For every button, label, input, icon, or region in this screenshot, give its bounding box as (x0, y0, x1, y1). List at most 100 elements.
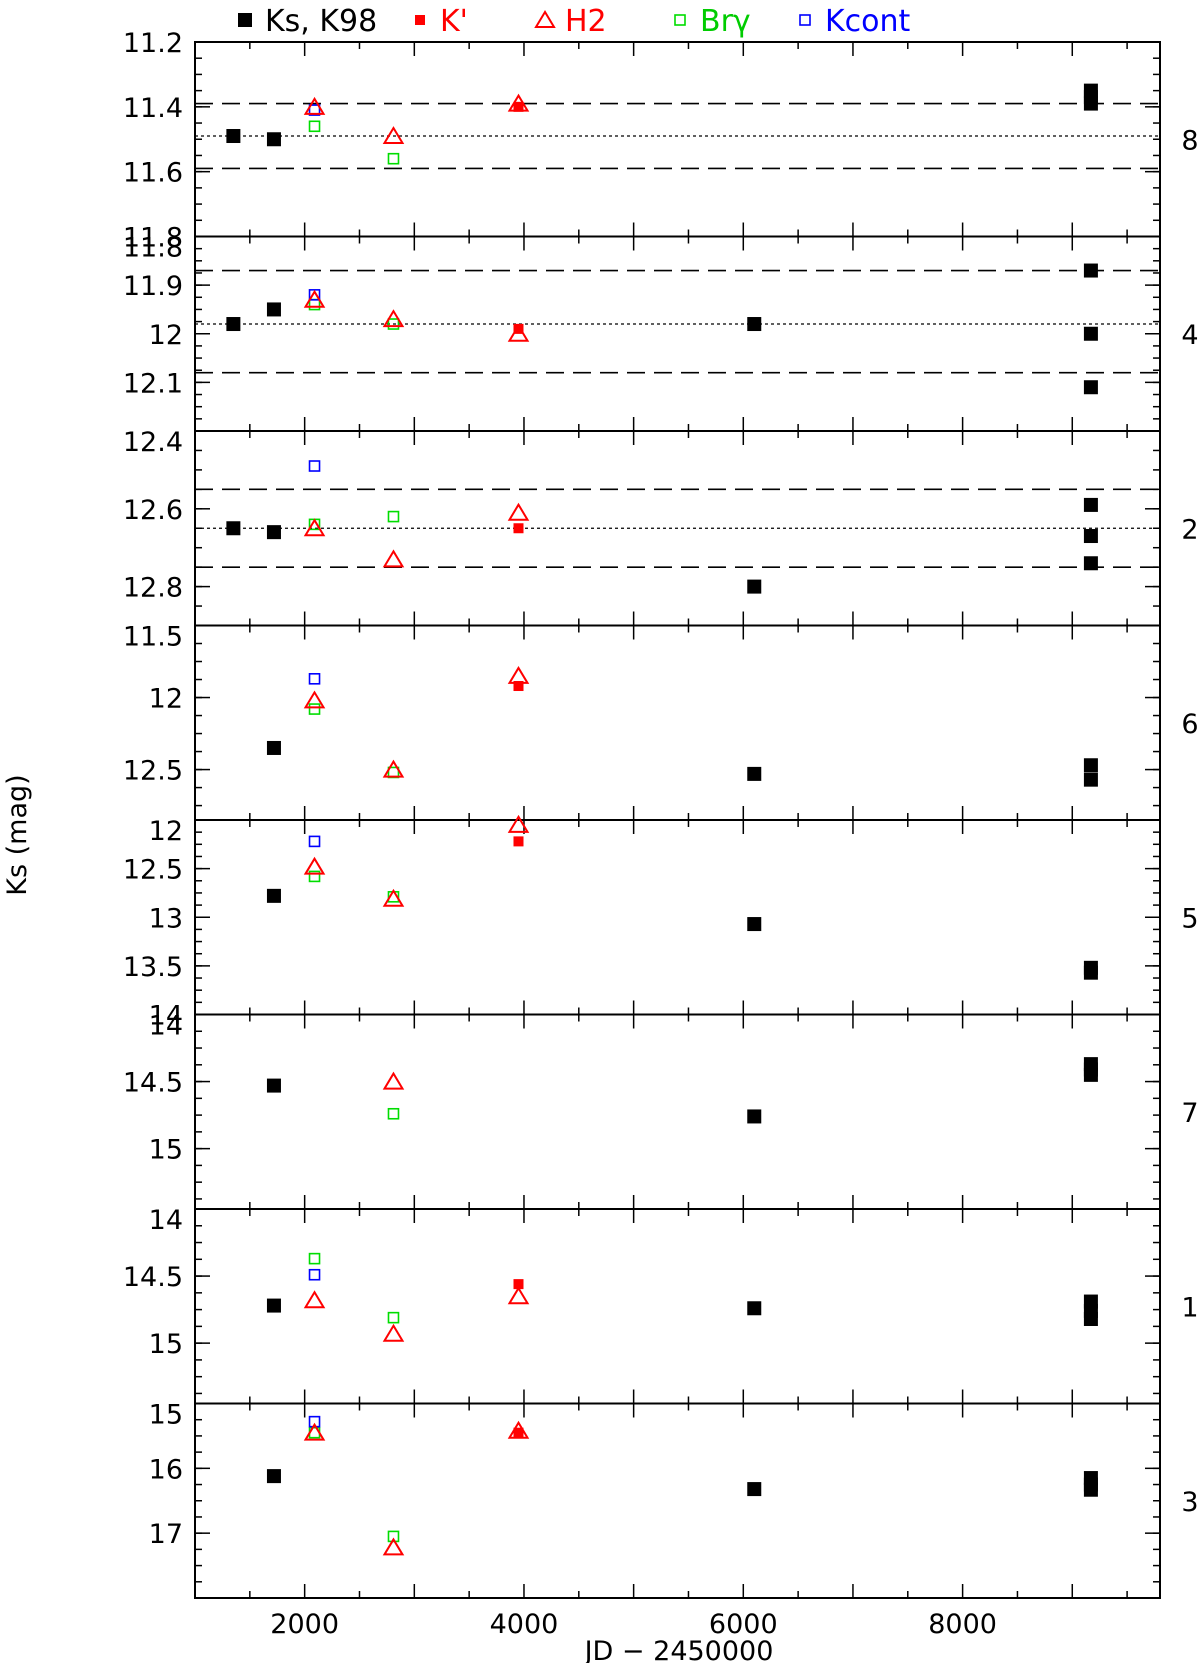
panel-6: 11.5 12 12.5 6 (123, 622, 1199, 821)
data-point-h2 (382, 1323, 405, 1342)
legend-marker-kcont (799, 14, 811, 26)
x-tick-label: 6000 (709, 1609, 778, 1640)
y-tick-label: 14 (149, 1001, 183, 1032)
data-point-brg (387, 1107, 400, 1120)
data-point-ks (1083, 263, 1098, 278)
data-point-kprime (513, 1279, 524, 1290)
panel-5: 12 12.5 13 13.5 14 5 (123, 814, 1199, 1032)
y-tick-label: 17 (149, 1519, 183, 1550)
y-tick-label: 14 (149, 1205, 183, 1236)
data-point-ks (1083, 380, 1098, 395)
data-point-h2 (382, 1071, 405, 1090)
data-point-ks (266, 1078, 281, 1093)
y-tick-label: 15 (149, 1135, 183, 1166)
data-point-brg (387, 152, 400, 165)
panel-frame (194, 1402, 1161, 1599)
y-tick-label: 11.8 (123, 223, 183, 254)
data-point-h2 (507, 93, 530, 112)
data-point-kprime (513, 101, 524, 112)
data-point-ks (1083, 758, 1098, 773)
panel-label: 4 (1181, 320, 1198, 351)
data-point-h2 (303, 1290, 326, 1309)
legend-marker-h2 (534, 10, 556, 28)
y-tick-label: 14.5 (123, 1262, 183, 1293)
panel-frame (194, 819, 1161, 1016)
panels: 11.211.411.611.8811.811.91212.1412.412.6… (123, 28, 1199, 1640)
data-point-ks (747, 579, 762, 594)
data-point-ks (1083, 326, 1098, 341)
y-tick-label: 11.2 (123, 28, 183, 59)
data-point-h2 (303, 289, 326, 308)
data-point-ks (1083, 965, 1098, 980)
panel-label: 5 (1181, 903, 1198, 934)
data-point-ks (747, 1482, 762, 1497)
legend-marker-ks (238, 13, 252, 27)
legend-label-kprime: K' (440, 4, 468, 39)
panel-frame (194, 1208, 1161, 1405)
panel-frame (194, 235, 1161, 432)
data-point-h2 (382, 549, 405, 568)
data-point-brg (308, 120, 321, 133)
data-point-brg (308, 703, 321, 715)
data-point-brg (308, 298, 321, 311)
y-tick-label: 12.8 (123, 573, 183, 604)
panel-label: 1 (1181, 1292, 1198, 1323)
data-point-ks (1083, 772, 1098, 787)
y-tick-label: 12.5 (123, 855, 183, 886)
data-point-brg (387, 1530, 400, 1543)
panel-label: 3 (1181, 1487, 1198, 1518)
data-point-ks (747, 766, 762, 781)
y-tick-label: 15 (149, 1329, 183, 1360)
data-point-ks (266, 132, 281, 147)
y-tick-label: 11.4 (123, 93, 183, 124)
x-tick-label: 2000 (270, 1609, 339, 1640)
data-point-kcont (308, 104, 321, 116)
data-point-ks (1083, 556, 1098, 571)
data-point-ks (1083, 497, 1098, 512)
y-axis-label: Ks (mag) (2, 774, 33, 895)
panel-frame (194, 624, 1161, 821)
y-tick-label: 13.5 (123, 952, 183, 983)
panel-1: 14 14.5 15 1 (123, 1205, 1199, 1405)
legend-label-brg: Brγ (700, 4, 751, 39)
legend-label-kcont: Kcont (825, 4, 911, 39)
y-tick-label: 12.1 (123, 368, 183, 399)
data-point-kcont (308, 673, 321, 685)
panel-frame (194, 41, 1161, 238)
data-point-ks (266, 525, 281, 540)
data-point-ks (266, 302, 281, 317)
data-point-ks (226, 317, 241, 332)
legend-label-ks: Ks, K98 (265, 4, 377, 39)
data-point-h2 (303, 96, 326, 115)
data-point-h2 (382, 759, 405, 778)
y-tick-label: 13 (149, 903, 183, 934)
data-point-kprime (513, 836, 524, 847)
data-point-ks (1083, 529, 1098, 544)
data-point-ks (1083, 1311, 1098, 1326)
legend-marker-brg (674, 14, 686, 26)
y-tick-label: 14.5 (123, 1068, 183, 1099)
legend-marker-kprime (415, 15, 425, 25)
data-point-h2 (303, 518, 326, 537)
panel-8: 11.2 11.4 11.6 11.8 8 (123, 28, 1199, 254)
panel-label: 2 (1181, 514, 1198, 545)
data-point-h2 (382, 309, 405, 328)
panel-label: 6 (1181, 709, 1198, 740)
y-tick-label: 12.6 (123, 495, 183, 526)
data-point-brg (308, 1252, 321, 1265)
data-point-kcont (308, 460, 321, 472)
data-point-h2 (303, 1422, 326, 1441)
y-tick-label: 11.6 (123, 158, 183, 189)
x-axis-label: JD − 2450000 (583, 1636, 774, 1663)
data-point-brg (387, 318, 400, 330)
data-point-ks (226, 521, 241, 536)
panel-2: 12.4 12.6 12.8 2 (123, 427, 1199, 627)
data-point-kcont (308, 1268, 321, 1281)
data-point-h2 (382, 126, 405, 145)
y-tick-label: 11.9 (123, 271, 183, 302)
panel-label: 7 (1181, 1098, 1198, 1129)
data-point-brg (387, 1311, 400, 1324)
data-point-h2 (507, 814, 530, 833)
